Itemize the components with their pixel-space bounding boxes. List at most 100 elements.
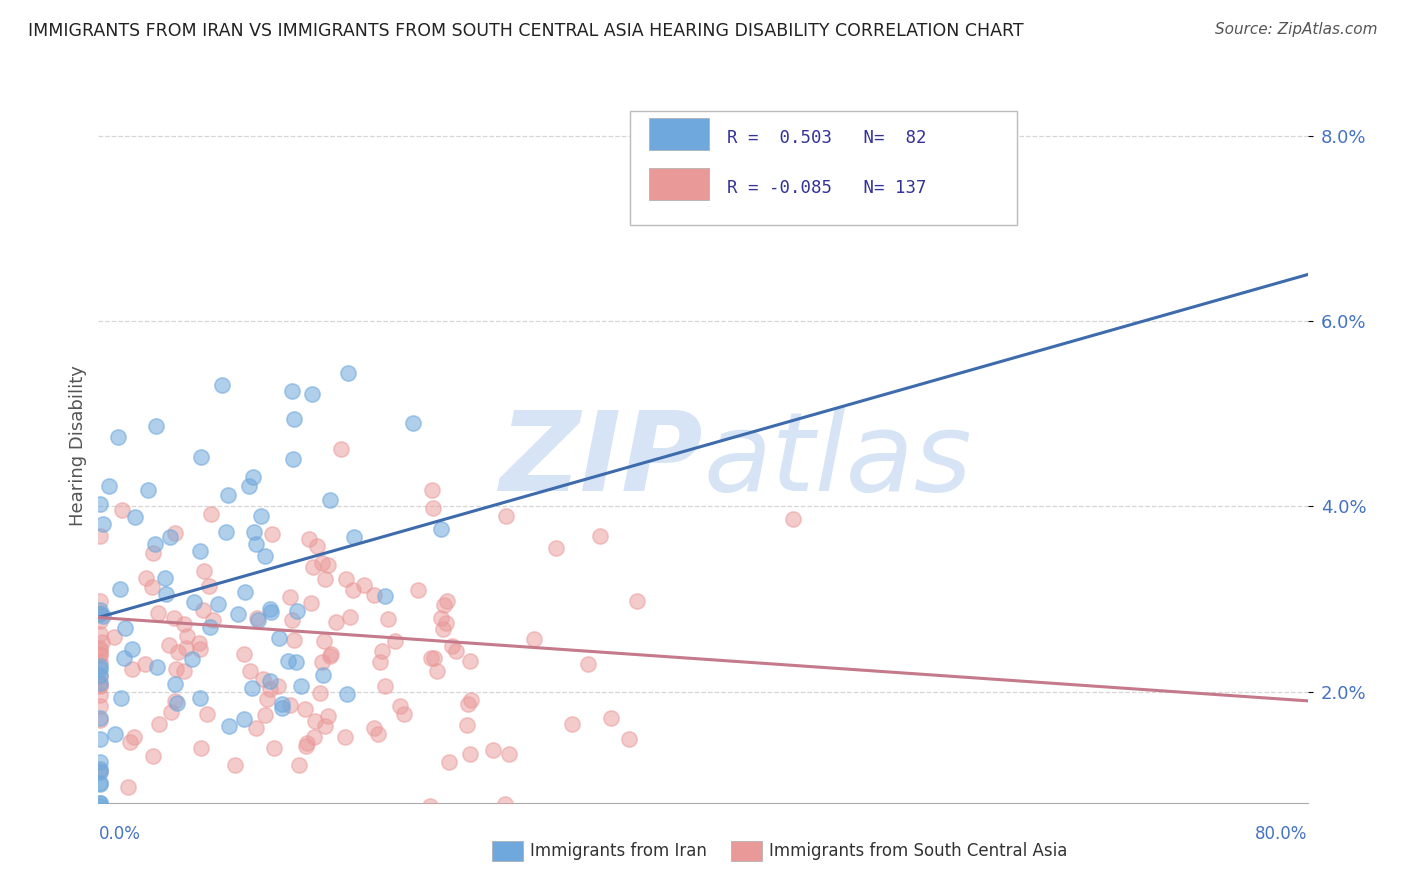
Point xyxy=(136,483,159,497)
Point xyxy=(246,611,269,625)
Point xyxy=(305,539,328,553)
Point xyxy=(314,572,336,586)
Point xyxy=(89,764,111,779)
Point xyxy=(266,679,288,693)
Point xyxy=(316,558,339,573)
Point xyxy=(110,690,132,705)
Point xyxy=(111,502,134,516)
Point xyxy=(135,571,157,585)
Point xyxy=(242,470,264,484)
Point xyxy=(304,714,326,728)
Point xyxy=(384,634,406,648)
Text: 0.0%: 0.0% xyxy=(98,825,141,843)
Point xyxy=(434,615,457,630)
Point xyxy=(157,639,180,653)
Point xyxy=(626,593,648,607)
Point xyxy=(617,731,640,746)
Point xyxy=(89,777,111,791)
Point xyxy=(309,686,332,700)
Point xyxy=(444,644,467,658)
Point xyxy=(319,648,342,663)
Point xyxy=(188,690,211,705)
Point xyxy=(89,755,111,769)
Point xyxy=(134,657,156,671)
Point xyxy=(281,613,304,627)
Point xyxy=(406,583,429,598)
Point xyxy=(388,698,411,713)
Point xyxy=(146,606,169,620)
Point xyxy=(89,762,111,776)
Point xyxy=(440,640,463,654)
Point xyxy=(97,479,120,493)
Point xyxy=(458,654,481,668)
Point xyxy=(302,730,325,744)
Point xyxy=(173,664,195,678)
Point xyxy=(89,655,111,669)
Point xyxy=(89,648,111,662)
Point xyxy=(89,670,111,684)
Point xyxy=(325,615,347,630)
Point xyxy=(183,595,205,609)
Point xyxy=(188,544,211,558)
Point xyxy=(259,681,281,696)
Point xyxy=(430,522,453,536)
Point xyxy=(290,679,312,693)
Point xyxy=(198,620,221,634)
Point xyxy=(176,629,198,643)
Point xyxy=(207,597,229,611)
Point xyxy=(333,731,356,745)
Point xyxy=(392,707,415,722)
Point xyxy=(377,612,399,626)
Point xyxy=(89,714,111,728)
Point xyxy=(494,797,516,811)
Point xyxy=(166,697,188,711)
Point xyxy=(163,677,186,691)
Text: ZIP: ZIP xyxy=(499,407,703,514)
Point xyxy=(188,636,211,650)
Point xyxy=(145,419,167,434)
Point xyxy=(260,605,283,619)
Text: Immigrants from Iran: Immigrants from Iran xyxy=(530,842,707,860)
Point xyxy=(90,634,112,648)
Point xyxy=(240,681,263,696)
Point xyxy=(368,656,391,670)
Point xyxy=(195,707,218,722)
Point xyxy=(245,537,267,551)
Point xyxy=(224,758,246,772)
Point xyxy=(371,644,394,658)
Point xyxy=(89,668,111,682)
Point xyxy=(343,530,366,544)
Point xyxy=(89,603,111,617)
Point xyxy=(297,736,319,750)
Point xyxy=(337,366,360,380)
Point xyxy=(253,708,276,723)
Point xyxy=(423,650,446,665)
Point xyxy=(163,525,186,540)
Point xyxy=(267,632,290,646)
Point xyxy=(163,610,186,624)
Point xyxy=(239,664,262,678)
Point xyxy=(422,483,444,497)
Text: Source: ZipAtlas.com: Source: ZipAtlas.com xyxy=(1215,22,1378,37)
Point xyxy=(200,507,222,521)
Point xyxy=(544,541,567,555)
Point xyxy=(160,706,183,720)
Point xyxy=(89,529,111,543)
Point xyxy=(167,645,190,659)
Point xyxy=(576,657,599,671)
Point xyxy=(295,739,318,753)
Point xyxy=(498,747,520,761)
Point xyxy=(283,412,305,426)
Text: R = -0.085   N= 137: R = -0.085 N= 137 xyxy=(727,178,927,196)
Point xyxy=(91,516,114,531)
Point xyxy=(523,632,546,646)
Point xyxy=(89,659,111,673)
Point xyxy=(211,378,233,392)
Point xyxy=(217,488,239,502)
Point xyxy=(89,643,111,657)
Point xyxy=(108,582,131,597)
Point xyxy=(89,699,111,714)
Text: Immigrants from South Central Asia: Immigrants from South Central Asia xyxy=(769,842,1067,860)
Point xyxy=(165,662,187,676)
Point xyxy=(281,384,304,398)
